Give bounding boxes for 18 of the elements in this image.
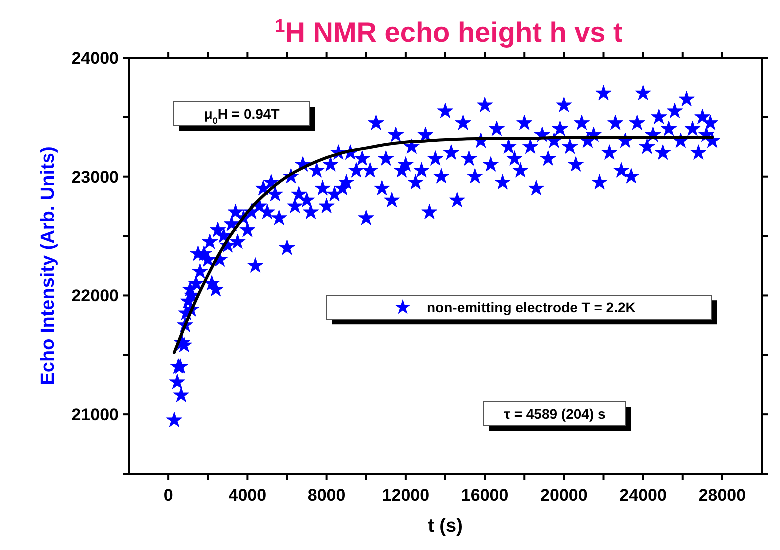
x-tick-label: 12000: [382, 486, 430, 505]
annotation: τ = 4589 (204) s: [504, 406, 606, 422]
y-tick-label: 23000: [72, 168, 119, 187]
y-tick-label: 22000: [72, 286, 119, 306]
chart-title: $^{1}$H NMR echo height h vs t: [275, 16, 623, 48]
x-tick-label: 4000: [228, 486, 267, 505]
x-tick-label: 24000: [620, 486, 667, 505]
x-tick-label: 0: [164, 486, 174, 505]
annotation: μ$_{0}$H = 0.94T: [204, 106, 280, 126]
y-tick-label: 24000: [72, 49, 119, 68]
x-axis-title: t (s): [428, 516, 463, 537]
x-tick-label: 16000: [461, 486, 509, 505]
x-tick-label: 20000: [540, 486, 588, 505]
legend-label: non-emitting electrode T = 2.2K: [427, 300, 636, 316]
x-tick-label: 28000: [698, 486, 746, 505]
y-axis-title: Echo Intensity (Arb. Units): [38, 146, 59, 386]
y-tick-label: 21000: [72, 406, 119, 425]
x-tick-label: 8000: [308, 486, 346, 505]
